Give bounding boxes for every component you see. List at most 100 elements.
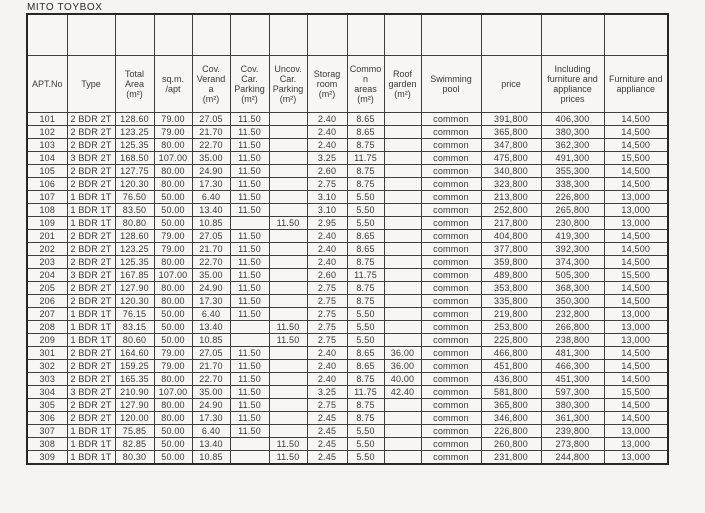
cell: 8.65: [346, 241, 385, 256]
cell: 11.50: [229, 423, 270, 438]
cell: 266,800: [540, 319, 605, 334]
cell: 5.50: [346, 215, 385, 230]
cell: 101: [26, 111, 68, 126]
table-row: 102 2 BDR 2T 123.25 79.00 21.70 11.50 2.40 8.65…: [26, 124, 669, 139]
cell: 308: [26, 436, 68, 451]
cell: 17.30: [191, 293, 231, 308]
cell: 3 BDR 2T: [66, 267, 116, 282]
cell: 1 BDR 1T: [66, 332, 116, 347]
cell: [268, 397, 308, 412]
cell: 27.05: [191, 228, 231, 243]
cell: common: [420, 280, 482, 295]
cell: 50.00: [153, 449, 193, 464]
cell: 204: [26, 267, 68, 282]
cell: 1 BDR 1T: [66, 202, 116, 217]
table-row: 108 1 BDR 1T 83.50 50.00 13.40 11.50 3.10 5.50 c…: [26, 202, 669, 217]
cell: 83.15: [114, 319, 155, 334]
cell: 2 BDR 2T: [66, 176, 116, 191]
cell: 14,500: [603, 280, 669, 295]
cell: [229, 215, 270, 230]
cell: 3.10: [306, 202, 348, 217]
cell: 14,500: [603, 410, 669, 425]
cell: 35.00: [191, 384, 231, 399]
cell: [383, 319, 422, 334]
cell: 11.50: [268, 449, 308, 464]
cell: 2 BDR 2T: [66, 358, 116, 373]
cell: 11.50: [229, 111, 270, 126]
cell: [268, 293, 308, 308]
spacer-cell: [26, 13, 68, 56]
table-row: 302 2 BDR 2T 159.25 79.00 21.70 11.50 2.40 8.65…: [26, 358, 669, 373]
cell: 2.40: [306, 137, 348, 152]
column-header: APT.No: [26, 54, 68, 113]
cell: 8.65: [346, 111, 385, 126]
cell: 2.75: [306, 319, 348, 334]
cell: 347,800: [480, 137, 542, 152]
cell: 79.00: [153, 358, 193, 373]
cell: 11.50: [229, 280, 270, 295]
cell: 2 BDR 2T: [66, 163, 116, 178]
cell: 2.75: [306, 293, 348, 308]
cell: 303: [26, 371, 68, 386]
cell: [229, 332, 270, 347]
cell: [268, 306, 308, 321]
cell: [268, 267, 308, 282]
cell: 219,800: [480, 306, 542, 321]
table-row: 201 2 BDR 2T 128.60 79.00 27.05 11.50 2.40 8.65…: [26, 228, 669, 243]
spacer-cell: [540, 13, 605, 56]
cell: [268, 384, 308, 399]
cell: 202: [26, 241, 68, 256]
cell: 79.00: [153, 228, 193, 243]
cell: 252,800: [480, 202, 542, 217]
cell: 2 BDR 2T: [66, 293, 116, 308]
cell: common: [420, 137, 482, 152]
cell: 125.35: [114, 254, 155, 269]
cell: 11.75: [346, 267, 385, 282]
cell: 17.30: [191, 176, 231, 191]
cell: 11.50: [268, 215, 308, 230]
cell: 8.75: [346, 280, 385, 295]
cell: 273,800: [540, 436, 605, 451]
cell: 365,800: [480, 124, 542, 139]
cell: 335,800: [480, 293, 542, 308]
cell: 11.50: [229, 371, 270, 386]
cell: 106: [26, 176, 68, 191]
cell: 2.40: [306, 358, 348, 373]
cell: 27.05: [191, 345, 231, 360]
cell: [383, 176, 422, 191]
cell: 13,000: [603, 306, 669, 321]
cell: 207: [26, 306, 68, 321]
cell: 368,300: [540, 280, 605, 295]
cell: 24.90: [191, 163, 231, 178]
cell: 581,800: [480, 384, 542, 399]
cell: 17.30: [191, 410, 231, 425]
cell: 309: [26, 449, 68, 464]
cell: 80.00: [153, 176, 193, 191]
table-row: 209 1 BDR 1T 80.60 50.00 10.85 11.50 2.75 5.50 c…: [26, 332, 669, 347]
cell: 2.45: [306, 410, 348, 425]
cell: 253,800: [480, 319, 542, 334]
cell: common: [420, 371, 482, 386]
cell: 13.40: [191, 436, 231, 451]
column-header: Commo n areas (m²): [346, 54, 385, 113]
cell: [383, 410, 422, 425]
cell: [383, 228, 422, 243]
cell: 466,300: [540, 358, 605, 373]
cell: [268, 371, 308, 386]
cell: 50.00: [153, 306, 193, 321]
cell: 13,000: [603, 423, 669, 438]
cell: 80.00: [153, 371, 193, 386]
cell: 164.60: [114, 345, 155, 360]
cell: [383, 267, 422, 282]
cell: 127.90: [114, 397, 155, 412]
cell: 11.50: [229, 384, 270, 399]
cell: 50.00: [153, 319, 193, 334]
table-row: 101 2 BDR 2T 128.60 79.00 27.05 11.50 2.40 8.65…: [26, 111, 669, 126]
cell: [268, 358, 308, 373]
cell: 80.60: [114, 332, 155, 347]
cell: 2.45: [306, 449, 348, 464]
cell: 14,500: [603, 176, 669, 191]
cell: 391,800: [480, 111, 542, 126]
cell: 2 BDR 2T: [66, 241, 116, 256]
